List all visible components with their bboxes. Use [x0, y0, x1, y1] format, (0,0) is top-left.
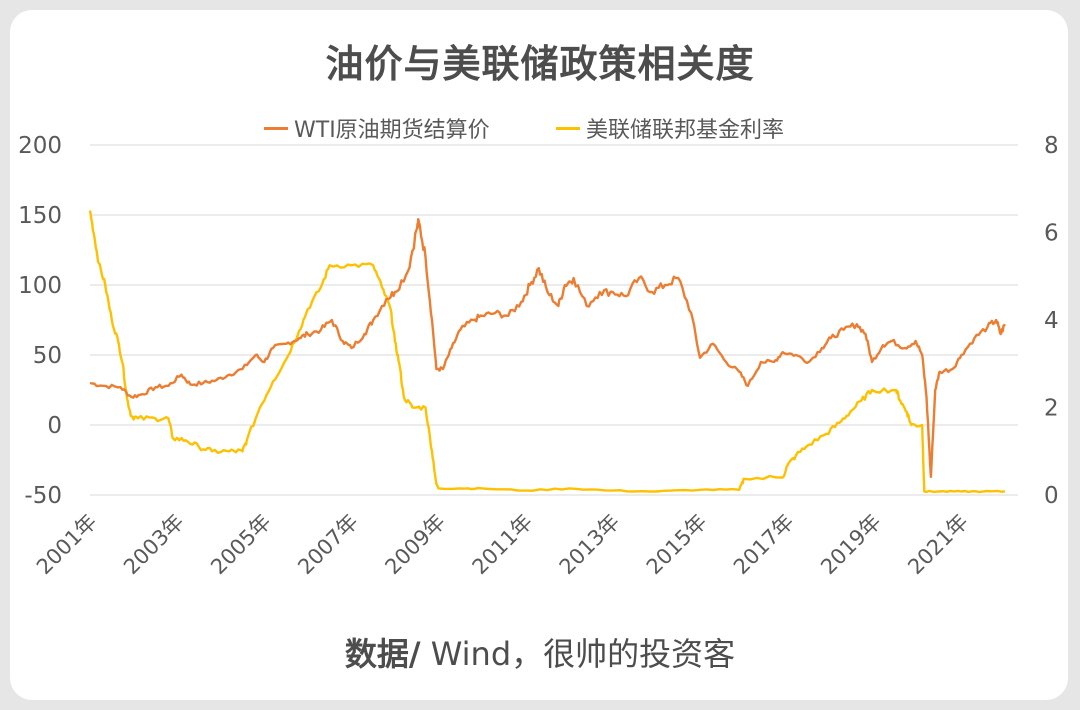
y-left-tick-label: 50 [33, 343, 62, 369]
source-label: 数据/ [344, 635, 421, 673]
x-tick-label: 2017年 [729, 510, 799, 580]
y-left-tick-label: 200 [18, 133, 62, 159]
chart-title: 油价与美联储政策相关度 [325, 42, 755, 86]
legend-item-fed-rate: 美联储联邦基金利率 [556, 112, 784, 144]
series-line-fed-rate [88, 210, 1005, 494]
y-left-tick-label: -50 [24, 483, 62, 509]
y-left-tick-label: 150 [18, 203, 62, 229]
x-tick-label: 2007年 [293, 510, 363, 580]
y-right-tick-label: 8 [1044, 133, 1059, 159]
x-tick-label: 2021年 [903, 510, 973, 580]
x-tick-label: 2015年 [642, 510, 712, 580]
legend-item-wti: WTI原油期货结算价 [264, 112, 490, 144]
x-tick-label: 2009年 [380, 510, 450, 580]
y-right-tick-labels: 8 6 4 2 0 [1044, 133, 1059, 509]
source-note: 数据/ Wind，很帅的投资客 [0, 629, 1080, 675]
y-left-tick-labels: 200 150 100 50 0 -50 [18, 133, 62, 509]
y-left-tick-label: 100 [18, 273, 62, 299]
legend-label-fed-rate: 美联储联邦基金利率 [586, 118, 785, 143]
gridlines [90, 144, 1018, 496]
source-text: Wind，很帅的投资客 [420, 635, 736, 673]
x-tick-label: 2003年 [119, 510, 189, 580]
series-line-wti [89, 218, 1006, 478]
x-tick-label: 2005年 [206, 510, 276, 580]
x-tick-label: 2013年 [555, 510, 625, 580]
x-tick-label: 2019年 [816, 510, 886, 580]
y-left-tick-label: 0 [47, 413, 62, 439]
y-right-tick-label: 2 [1044, 396, 1059, 422]
legend-swatch-wti [264, 126, 288, 130]
y-right-tick-label: 4 [1044, 308, 1059, 334]
chart-legend: WTI原油期货结算价 美联储联邦基金利率 [0, 112, 1080, 144]
y-right-tick-label: 6 [1044, 221, 1059, 247]
legend-swatch-fed-rate [556, 126, 580, 130]
series-lines [88, 210, 1006, 494]
x-tick-label: 2001年 [32, 510, 102, 580]
x-tick-label: 2011年 [468, 510, 538, 580]
x-tick-labels: 2001年 2003年 2005年 2007年 2009年 2011年 2013年 2015年… [32, 510, 973, 580]
y-right-tick-label: 0 [1044, 483, 1059, 509]
legend-label-wti: WTI原油期货结算价 [294, 118, 490, 143]
